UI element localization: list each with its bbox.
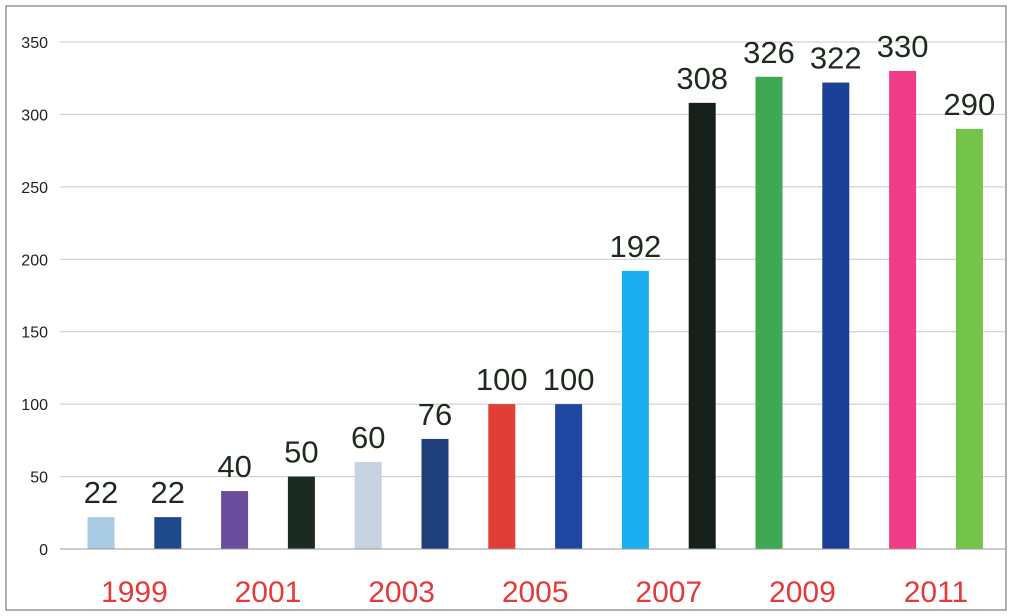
y-axis-ticks: 0 50 100 150 200 250 300 350: [21, 35, 48, 559]
bar: [154, 517, 182, 549]
bars: [87, 70, 983, 549]
data-label: 50: [284, 435, 318, 470]
x-tick-label: 2003: [368, 576, 435, 609]
data-label: 322: [810, 41, 862, 76]
data-label: 308: [676, 61, 728, 96]
x-axis-ticks: 1999 2001 2003 2005 2007 2009 2011: [101, 576, 968, 609]
bar: [621, 270, 649, 549]
data-label: 60: [351, 420, 385, 455]
x-tick-label: 2007: [635, 576, 702, 609]
bar: [755, 76, 783, 549]
y-tick-label: 0: [39, 542, 48, 559]
bar: [221, 491, 249, 549]
bar: [287, 476, 315, 549]
data-label: 100: [476, 362, 528, 397]
bar: [354, 462, 382, 549]
x-tick-label: 2011: [904, 576, 969, 609]
gridlines: [60, 41, 1005, 478]
bar: [488, 404, 516, 549]
y-tick-label: 250: [21, 180, 48, 197]
data-label: 330: [877, 29, 929, 64]
y-tick-label: 200: [21, 252, 48, 269]
data-label: 192: [610, 229, 662, 264]
bar: [955, 128, 983, 549]
y-tick-label: 100: [21, 397, 48, 414]
x-tick-label: 2001: [235, 576, 302, 609]
bar: [822, 82, 850, 549]
bar: [555, 404, 583, 549]
data-label: 100: [543, 362, 595, 397]
x-tick-label: 1999: [101, 576, 168, 609]
x-tick-label: 2005: [502, 576, 569, 609]
data-label: 290: [944, 87, 996, 122]
bar: [889, 70, 917, 549]
data-label: 40: [217, 449, 251, 484]
bar: [421, 438, 449, 549]
y-tick-label: 50: [30, 470, 48, 487]
plot-frame: [5, 5, 1007, 611]
bar: [688, 102, 716, 549]
y-tick-label: 150: [21, 325, 48, 342]
data-label: 22: [151, 475, 185, 510]
x-tick-label: 2009: [769, 576, 836, 609]
bar: [87, 517, 115, 549]
y-tick-label: 350: [21, 35, 48, 52]
data-labels: 22 22 40 50 60 76 100 100 192 308 326 322 330 290: [84, 29, 996, 510]
data-label: 76: [418, 397, 452, 432]
y-tick-label: 300: [21, 107, 48, 124]
data-label: 22: [84, 475, 118, 510]
data-label: 326: [743, 35, 795, 70]
